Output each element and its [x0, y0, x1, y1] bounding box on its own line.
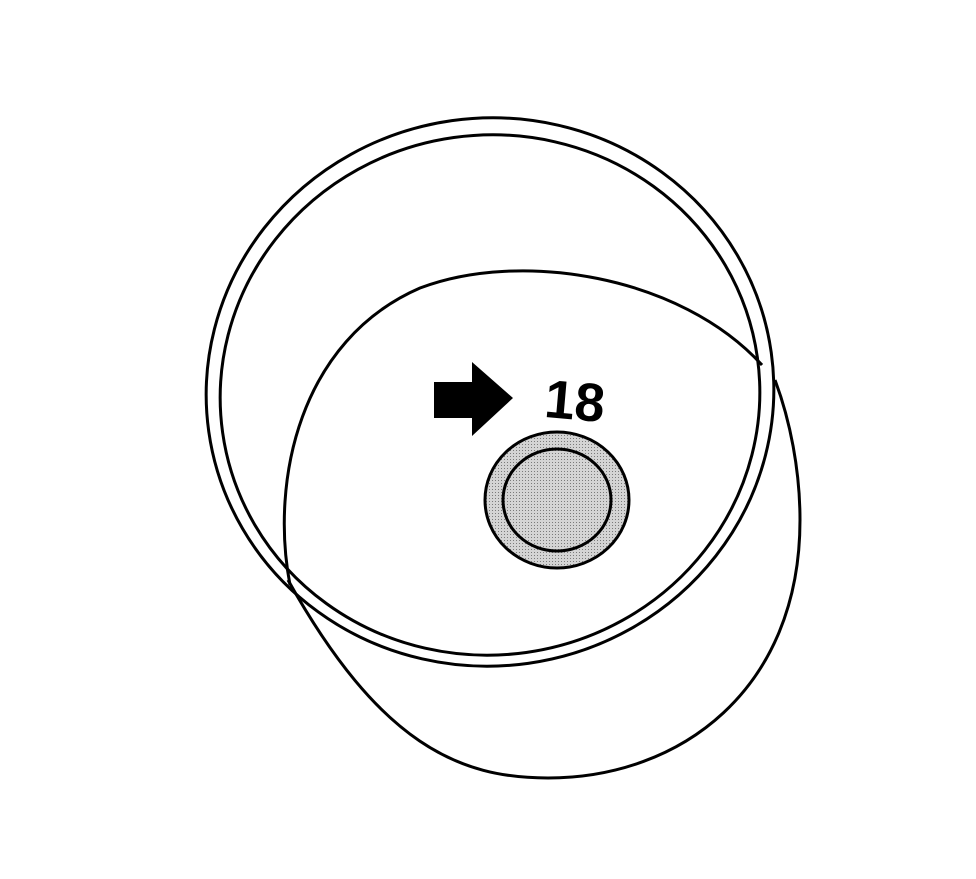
cup-outer-rim [204, 116, 776, 668]
cup-base-outline [286, 379, 802, 780]
cup-inner-rim [218, 133, 762, 657]
callout-label: 18 [542, 369, 607, 434]
right-arrow-icon [434, 362, 513, 436]
plug-inner [501, 447, 613, 553]
cup-floor-outline [282, 269, 764, 586]
